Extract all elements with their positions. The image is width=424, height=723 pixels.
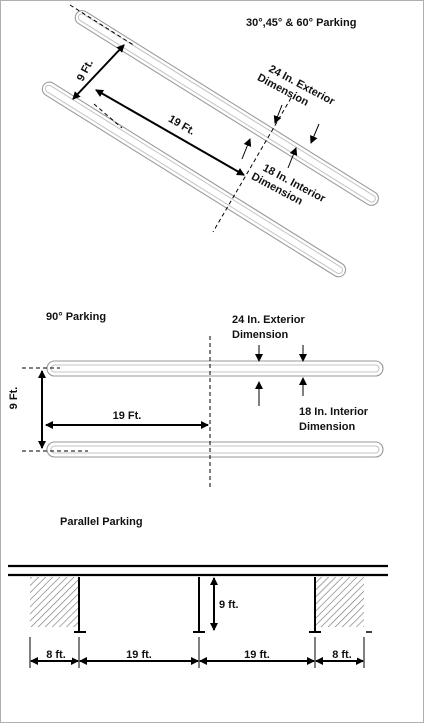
perpendicular-interior-label: 18 In. Interior Dimension: [299, 406, 371, 433]
angled-width-label: 9 Ft.: [75, 58, 96, 84]
perpendicular-exterior-label: 24 In. Exterior Dimension: [232, 314, 308, 341]
angled-length-label: 19 Ft.: [166, 113, 197, 138]
perpendicular-length-label: 19 Ft.: [113, 410, 142, 422]
angled-int-arrow-1: [241, 138, 252, 160]
perpendicular-lower-stripe: [46, 441, 384, 458]
angled-stall-end-line: [212, 97, 292, 233]
angled-parking-section: 30°,45° & 60° Parking 9 Ft. 19 Ft. 24 In…: [41, 4, 379, 278]
segment-4-label: 8 ft.: [332, 649, 352, 661]
segment-1-label: 8 ft.: [46, 649, 66, 661]
angled-int-arrow-2: [287, 147, 298, 169]
angled-stripes: [41, 10, 379, 278]
parallel-curb-offset-label: 9 ft.: [219, 599, 239, 611]
angled-length-dimension: [95, 89, 245, 176]
angled-exterior-label: 24 In. Exterior Dimension: [255, 60, 339, 120]
perpendicular-upper-stripe: [46, 360, 384, 377]
angled-width-dimension: [72, 44, 125, 100]
perpendicular-width-label: 9 Ft.: [8, 387, 20, 410]
angled-ext-arrow-1: [273, 104, 283, 124]
perpendicular-parking-title: 90° Parking: [46, 311, 106, 323]
segment-2-label: 19 ft.: [126, 649, 152, 661]
left-hatched-zone: [30, 577, 78, 627]
right-hatched-zone: [316, 577, 364, 627]
angled-parking-title: 30°,45° & 60° Parking: [246, 17, 356, 29]
parallel-parking-title: Parallel Parking: [60, 516, 143, 528]
angled-lower-stripe: [41, 81, 347, 278]
perpendicular-parking-section: 90° Parking 9 Ft. 19 Ft. 24 In. Exterior…: [8, 311, 384, 490]
angled-interior-label: 18 In. Interior Dimension: [249, 159, 330, 218]
angled-upper-stripe: [74, 10, 379, 206]
segment-3-label: 19 ft.: [244, 649, 270, 661]
angled-ext-arrow-2: [310, 123, 320, 144]
parallel-parking-section: Parallel Parking 9 ft. 8 ft. 19: [8, 516, 388, 668]
